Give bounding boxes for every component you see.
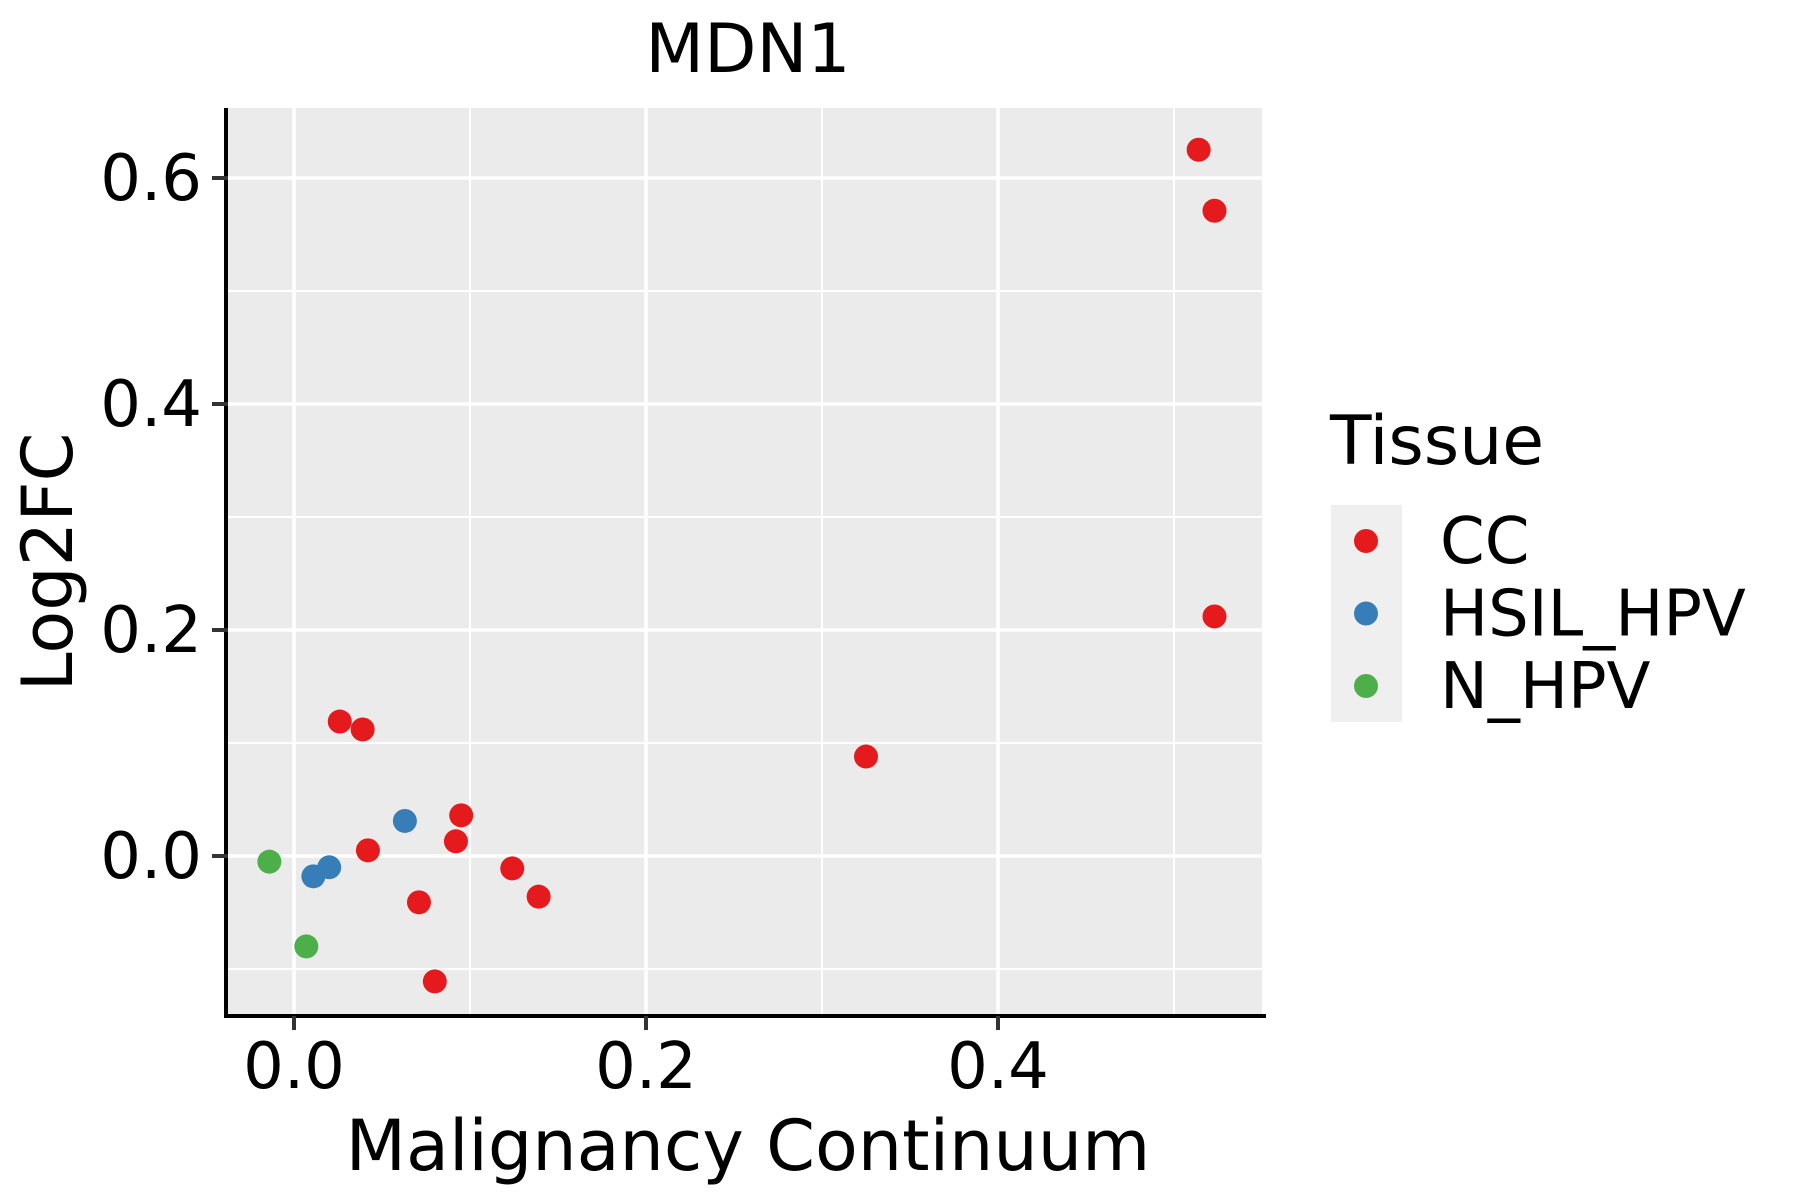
data-point-CC <box>1202 198 1227 223</box>
x-tick-label: 0.4 <box>947 1030 1049 1104</box>
data-point-HSIL_HPV <box>317 855 342 880</box>
legend-swatch-N_HPV <box>1354 674 1378 698</box>
chart-title: MDN1 <box>645 10 850 89</box>
data-point-CC <box>854 744 878 769</box>
legend-label-N_HPV: N_HPV <box>1440 650 1651 724</box>
data-point-CC <box>327 709 352 734</box>
x-axis-tick-labels: 0.0 0.2 0.4 <box>243 1030 1049 1104</box>
legend-label-HSIL_HPV: HSIL_HPV <box>1440 578 1746 652</box>
y-tick-label: 0.2 <box>100 594 202 668</box>
minor-gridlines <box>228 108 1262 1016</box>
data-point-CC <box>443 829 468 854</box>
legend-swatch-HSIL_HPV <box>1354 601 1378 626</box>
y-axis-tick-labels: 0.0 0.2 0.4 0.6 <box>100 142 202 894</box>
data-point-CC <box>406 890 431 915</box>
data-point-CC <box>1202 604 1227 629</box>
data-point-CC <box>350 717 375 742</box>
y-tick-label: 0.6 <box>100 142 202 216</box>
data-point-CC <box>500 856 525 881</box>
major-gridlines <box>228 108 1262 1016</box>
x-axis-ticks <box>292 1016 1000 1030</box>
y-tick-label: 0.0 <box>100 820 202 894</box>
data-point-CC <box>526 884 551 909</box>
data-point-N_HPV <box>257 849 282 874</box>
data-point-CC <box>422 969 447 994</box>
data-point-HSIL_HPV <box>392 808 417 833</box>
x-axis-line <box>224 1014 1266 1018</box>
legend-swatch-CC <box>1354 529 1378 553</box>
legend-title: Tissue <box>1329 402 1544 481</box>
y-tick-mark <box>212 402 228 406</box>
data-point-CC <box>1186 137 1211 162</box>
x-tick-label: 0.0 <box>243 1030 345 1104</box>
y-tick-mark <box>212 628 228 632</box>
x-tick-mark <box>644 1016 648 1030</box>
data-point-N_HPV <box>294 934 319 959</box>
x-axis-title: Malignancy Continuum <box>346 1105 1151 1187</box>
x-tick-mark <box>292 1016 296 1030</box>
plot-panel <box>228 108 1262 1016</box>
data-point-CC <box>355 838 380 863</box>
y-axis-title: Log2FC <box>7 433 89 692</box>
x-tick-label: 0.2 <box>595 1030 697 1104</box>
y-tick-mark <box>212 176 228 180</box>
data-points-layer <box>257 137 1227 994</box>
y-tick-mark <box>212 854 228 858</box>
legend-label-CC: CC <box>1440 505 1529 579</box>
y-axis-ticks <box>212 176 228 858</box>
data-point-CC <box>449 803 474 828</box>
y-axis-line <box>224 108 228 1018</box>
y-tick-label: 0.4 <box>100 368 202 442</box>
x-tick-mark <box>996 1016 1000 1030</box>
